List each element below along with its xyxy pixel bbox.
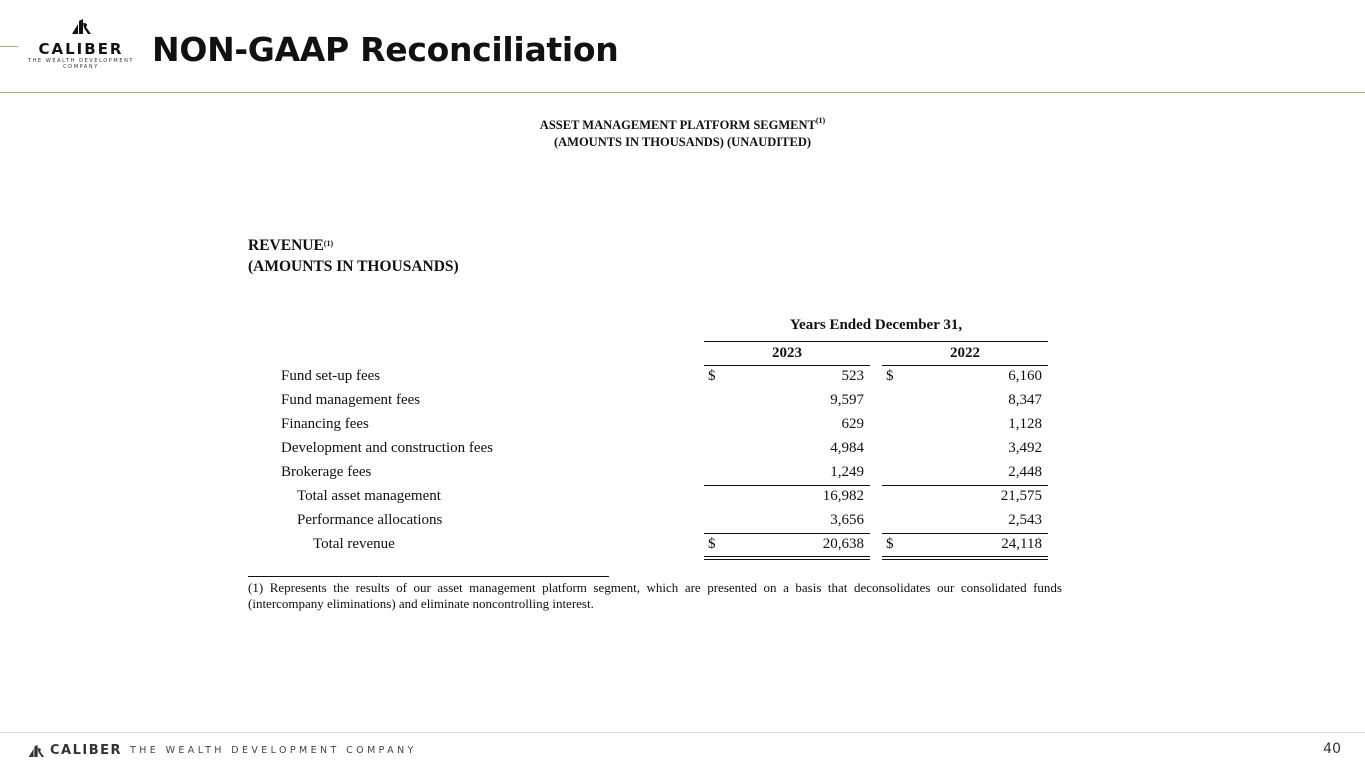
divider xyxy=(882,556,1048,557)
caliber-logo: CALIBER THE WEALTH DEVELOPMENT COMPANY xyxy=(24,18,138,70)
divider xyxy=(704,559,870,560)
value-2022: 3,492 xyxy=(1008,440,1042,456)
value-2022: 8,347 xyxy=(1008,392,1042,408)
divider xyxy=(882,533,1048,534)
row-label: Total asset management xyxy=(297,488,441,504)
currency-symbol: $ xyxy=(886,368,894,384)
value-2022: 6,160 xyxy=(1008,368,1042,384)
value-2023: 3,656 xyxy=(830,512,864,528)
period-header: Years Ended December 31, xyxy=(789,317,963,333)
value-2022: 2,543 xyxy=(1008,512,1042,528)
value-2022: 1,128 xyxy=(1008,416,1042,432)
page-number: 40 xyxy=(1323,741,1341,757)
footer-brand: CALIBER THE WEALTH DEVELOPMENT COMPANY xyxy=(26,743,417,758)
divider xyxy=(704,365,870,366)
building-logo-icon xyxy=(72,19,91,34)
value-2023: 629 xyxy=(841,416,865,432)
divider xyxy=(882,485,1048,486)
divider xyxy=(704,341,1048,342)
building-logo-icon xyxy=(28,744,45,757)
accent-line xyxy=(0,46,18,47)
row-label: Development and construction fees xyxy=(281,440,494,456)
value-2023: 9,597 xyxy=(830,392,864,408)
value-2022: 21,575 xyxy=(1000,488,1042,504)
value-2023: 4,984 xyxy=(830,440,864,456)
currency-symbol: $ xyxy=(886,536,894,552)
value-2022: 24,118 xyxy=(1001,536,1042,552)
row-label: Fund set-up fees xyxy=(281,368,381,384)
column-header-2023: 2023 xyxy=(772,345,802,361)
value-2022: 2,448 xyxy=(1008,464,1042,480)
footnote: (1) Represents the results of our asset … xyxy=(248,580,1062,611)
segment-subtitle: (AMOUNTS IN THOUSANDS) (UNAUDITED) xyxy=(553,135,812,149)
row-label: Performance allocations xyxy=(297,512,443,528)
row-label: Total revenue xyxy=(313,536,395,552)
divider xyxy=(704,533,870,534)
revenue-heading: REVENUE(1) (AMOUNTS IN THOUSANDS) xyxy=(248,237,459,275)
divider xyxy=(704,556,870,557)
footnote-divider xyxy=(248,576,609,577)
row-label: Brokerage fees xyxy=(281,464,372,480)
value-2023: 20,638 xyxy=(822,536,864,552)
column-header-2022: 2022 xyxy=(950,345,980,361)
divider xyxy=(882,365,1048,366)
header-divider xyxy=(0,92,1365,93)
value-2023: 1,249 xyxy=(830,464,864,480)
divider xyxy=(882,559,1048,560)
segment-title: ASSET MANAGEMENT PLATFORM SEGMENT(1) xyxy=(539,116,826,132)
page-title: NON-GAAP Reconciliation xyxy=(152,30,619,69)
currency-symbol: $ xyxy=(708,368,716,384)
value-2023: 523 xyxy=(841,368,865,384)
footer-divider xyxy=(0,732,1365,733)
row-label: Fund management fees xyxy=(281,392,421,408)
currency-symbol: $ xyxy=(708,536,716,552)
row-label: Financing fees xyxy=(281,416,369,432)
value-2023: 16,982 xyxy=(822,488,864,504)
divider xyxy=(704,485,870,486)
